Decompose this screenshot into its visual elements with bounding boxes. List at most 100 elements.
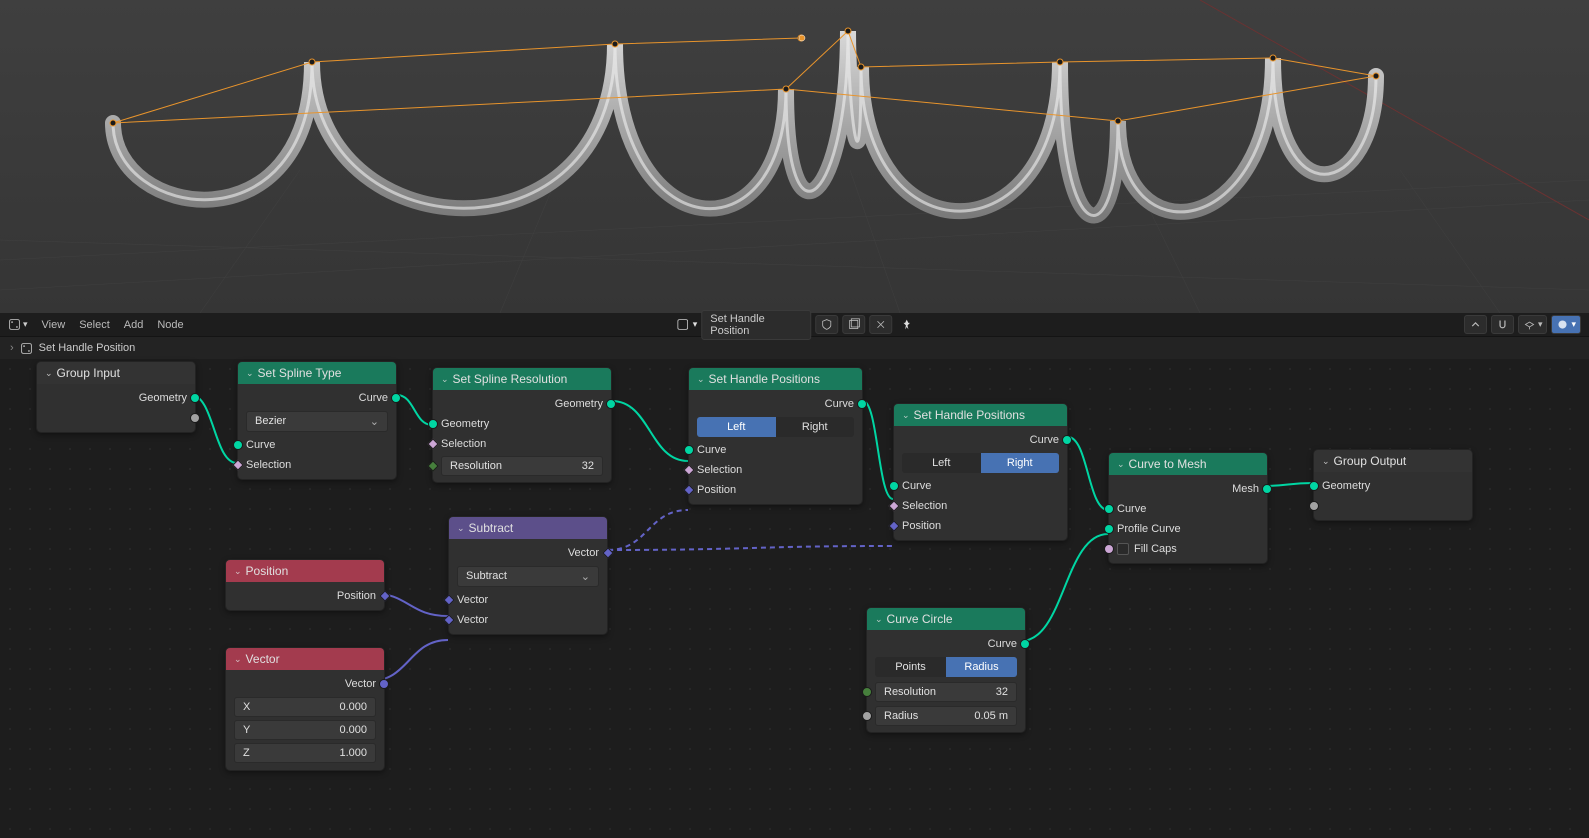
socket-fillcaps[interactable] <box>1104 544 1114 554</box>
socket-position-out[interactable] <box>379 590 390 601</box>
toggle-left[interactable]: Left <box>697 417 776 437</box>
vector-y-field[interactable]: Y0.000 <box>234 720 376 740</box>
node-editor[interactable]: ⌄ Group Input Geometry ⌄ Set Spline Type… <box>0 359 1589 838</box>
nodetree-selector[interactable]: ▾ <box>676 318 698 331</box>
node-header[interactable]: ⌄ Position <box>226 560 384 582</box>
operation-dropdown[interactable]: Subtract <box>457 566 599 587</box>
socket-vector-in2[interactable] <box>443 614 454 625</box>
node-curve-circle[interactable]: ⌄ Curve Circle Curve Points Radius Resol… <box>866 607 1026 733</box>
vector-x-field[interactable]: X0.000 <box>234 697 376 717</box>
editor-type-dropdown[interactable]: ▾ <box>8 318 28 331</box>
vector-z-field[interactable]: Z1.000 <box>234 743 376 763</box>
socket-label: Selection <box>902 500 947 512</box>
node-group-output[interactable]: ⌄ Group Output Geometry <box>1313 449 1473 521</box>
fake-user-icon[interactable] <box>842 315 865 334</box>
circle-mode-toggle[interactable]: Points Radius <box>875 657 1017 677</box>
socket-resolution[interactable] <box>427 460 438 471</box>
node-header[interactable]: ⌄ Group Input <box>37 362 195 384</box>
socket-vector-out[interactable] <box>602 547 613 558</box>
chevron-down-icon: ⌄ <box>902 410 910 421</box>
node-header[interactable]: ⌄ Group Output <box>1314 450 1472 472</box>
socket-curve-in[interactable] <box>233 440 243 450</box>
socket-curve-in[interactable] <box>889 481 899 491</box>
socket-geometry-in[interactable] <box>1309 481 1319 491</box>
node-header[interactable]: ⌄ Subtract <box>449 517 607 539</box>
socket-mesh-out[interactable] <box>1262 484 1272 494</box>
node-header[interactable]: ⌄ Set Spline Resolution <box>433 368 611 390</box>
socket-label: Position <box>902 520 941 532</box>
node-title: Set Handle Positions <box>709 372 820 386</box>
node-curve-to-mesh[interactable]: ⌄ Curve to Mesh Mesh Curve Profile Curve… <box>1108 452 1268 564</box>
node-set-spline-resolution[interactable]: ⌄ Set Spline Resolution Geometry Geometr… <box>432 367 612 483</box>
socket-curve-in[interactable] <box>1104 504 1114 514</box>
toggle-right[interactable]: Right <box>776 417 855 437</box>
toggle-radius[interactable]: Radius <box>946 657 1017 677</box>
handle-mode-toggle[interactable]: Left Right <box>697 417 854 437</box>
viewport-scene <box>0 0 1589 313</box>
node-set-spline-type[interactable]: ⌄ Set Spline Type Curve Bezier Curve Sel… <box>237 361 397 480</box>
socket-curve-out[interactable] <box>391 393 401 403</box>
socket-selection[interactable] <box>427 438 438 449</box>
resolution-field[interactable]: Resolution 32 <box>441 456 603 476</box>
node-vector-input[interactable]: ⌄ Vector Vector X0.000 Y0.000 Z1.000 <box>225 647 385 771</box>
socket-label: Curve <box>1117 503 1146 515</box>
socket-curve-in[interactable] <box>684 445 694 455</box>
socket-virtual[interactable] <box>190 413 200 423</box>
socket-geometry-out[interactable] <box>606 399 616 409</box>
socket-selection[interactable] <box>888 500 899 511</box>
unlink-icon[interactable] <box>869 315 892 334</box>
socket-position[interactable] <box>888 520 899 531</box>
socket-selection[interactable] <box>232 459 243 470</box>
snap-icon[interactable] <box>1491 315 1514 334</box>
node-header[interactable]: ⌄ Set Handle Positions <box>689 368 862 390</box>
socket-position[interactable] <box>683 484 694 495</box>
node-set-handle-positions-2[interactable]: ⌄ Set Handle Positions Curve Left Right … <box>893 403 1068 541</box>
breadcrumb: › Set Handle Position <box>0 337 1589 359</box>
toggle-right[interactable]: Right <box>981 453 1060 473</box>
socket-curve-out[interactable] <box>1062 435 1072 445</box>
node-header[interactable]: ⌄ Set Spline Type <box>238 362 396 384</box>
menu-select[interactable]: Select <box>79 319 110 331</box>
socket-radius[interactable] <box>862 711 872 721</box>
socket-label: Geometry <box>139 392 187 404</box>
parent-nodetree-icon[interactable] <box>1464 315 1487 334</box>
socket-profile-curve[interactable] <box>1104 524 1114 534</box>
pin-shield-icon[interactable] <box>815 315 838 334</box>
menu-add[interactable]: Add <box>124 319 144 331</box>
nodetree-name-field[interactable]: Set Handle Position <box>701 310 811 340</box>
pin-icon[interactable] <box>900 318 913 331</box>
menu-view[interactable]: View <box>42 319 66 331</box>
socket-virtual[interactable] <box>1309 501 1319 511</box>
toggle-left[interactable]: Left <box>902 453 981 473</box>
socket-geometry-in[interactable] <box>428 419 438 429</box>
socket-label: Curve <box>902 480 931 492</box>
spline-type-dropdown[interactable]: Bezier <box>246 411 388 432</box>
socket-label: Position <box>697 484 736 496</box>
overlays-icon[interactable]: ▾ <box>1518 315 1548 334</box>
viewport-3d[interactable] <box>0 0 1589 313</box>
toggle-points[interactable]: Points <box>875 657 946 677</box>
handle-mode-toggle[interactable]: Left Right <box>902 453 1059 473</box>
socket-vector-in1[interactable] <box>443 594 454 605</box>
node-header[interactable]: ⌄ Curve to Mesh <box>1109 453 1267 475</box>
socket-curve-out[interactable] <box>1020 639 1030 649</box>
socket-selection[interactable] <box>683 464 694 475</box>
socket-resolution[interactable] <box>862 687 872 697</box>
socket-curve-out[interactable] <box>857 399 867 409</box>
socket-vector-out[interactable] <box>379 679 389 689</box>
shading-icon[interactable]: ▾ <box>1551 315 1581 334</box>
node-title: Group Output <box>1334 454 1407 468</box>
node-vector-math-subtract[interactable]: ⌄ Subtract Vector Subtract Vector Vector <box>448 516 608 635</box>
node-set-handle-positions-1[interactable]: ⌄ Set Handle Positions Curve Left Right … <box>688 367 863 505</box>
node-header[interactable]: ⌄ Curve Circle <box>867 608 1025 630</box>
resolution-field[interactable]: Resolution32 <box>875 682 1017 702</box>
node-position[interactable]: ⌄ Position Position <box>225 559 385 611</box>
node-header[interactable]: ⌄ Vector <box>226 648 384 670</box>
socket-geometry[interactable] <box>190 393 200 403</box>
radius-field[interactable]: Radius0.05 m <box>875 706 1017 726</box>
node-header[interactable]: ⌄ Set Handle Positions <box>894 404 1067 426</box>
menu-node[interactable]: Node <box>157 319 183 331</box>
node-group-input[interactable]: ⌄ Group Input Geometry <box>36 361 196 433</box>
fillcaps-checkbox[interactable] <box>1117 543 1129 555</box>
node-editor-header: ▾ View Select Add Node ▾ Set Handle Posi… <box>0 313 1589 337</box>
